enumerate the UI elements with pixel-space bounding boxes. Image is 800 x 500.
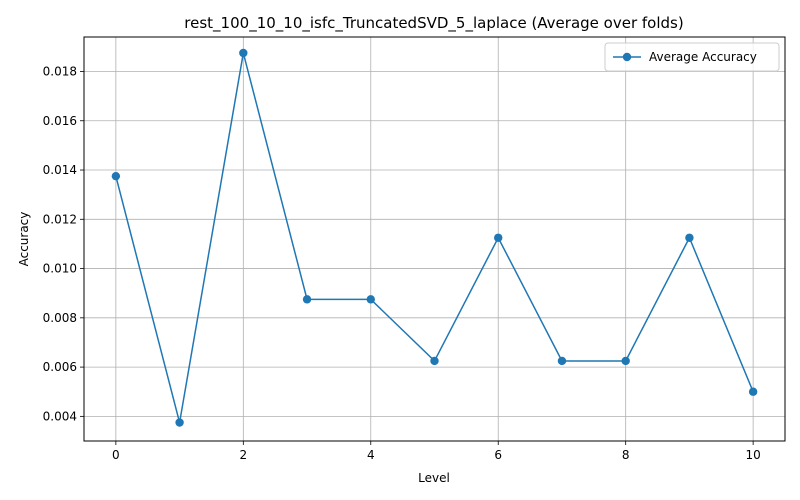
data-point — [621, 356, 630, 366]
chart-title: rest_100_10_10_isfc_TruncatedSVD_5_lapla… — [184, 14, 683, 33]
x-axis: 0 2 4 6 8 10 — [112, 441, 761, 462]
data-point — [685, 233, 694, 242]
x-tick-label: 10 — [745, 448, 760, 462]
y-tick-label: 0.012 — [43, 212, 77, 226]
data-point — [366, 295, 375, 304]
legend: Average Accuracy — [604, 42, 780, 72]
data-point — [430, 356, 439, 366]
x-tick-label: 2 — [239, 448, 247, 462]
data-point — [557, 356, 567, 366]
legend-marker — [622, 52, 632, 62]
series-layer — [111, 48, 758, 427]
y-tick-label: 0.018 — [43, 64, 77, 78]
y-tick-label: 0.014 — [43, 163, 77, 177]
y-tick-label: 0.010 — [43, 262, 77, 276]
x-tick-label: 8 — [622, 448, 630, 462]
y-tick-label: 0.006 — [43, 360, 77, 374]
data-point — [748, 387, 758, 396]
data-point — [494, 233, 503, 242]
x-tick-label: 4 — [367, 448, 375, 462]
x-tick-label: 0 — [112, 448, 120, 462]
plot-area — [83, 36, 786, 442]
y-axis-label: Accuracy — [17, 212, 31, 267]
data-point — [239, 48, 248, 58]
x-axis-label: Level — [418, 471, 450, 485]
y-tick-label: 0.016 — [43, 114, 77, 128]
y-axis: 0.004 0.006 0.008 0.010 0.012 0.014 0.016 0.018 — [43, 64, 84, 423]
data-point — [111, 171, 121, 181]
y-tick-label: 0.004 — [43, 409, 77, 423]
data-point — [175, 418, 184, 427]
legend-label: Average Accuracy — [649, 50, 757, 64]
legend-box — [604, 42, 780, 72]
x-tick-label: 6 — [494, 448, 502, 462]
data-point — [302, 295, 312, 304]
y-tick-label: 0.008 — [43, 311, 77, 325]
